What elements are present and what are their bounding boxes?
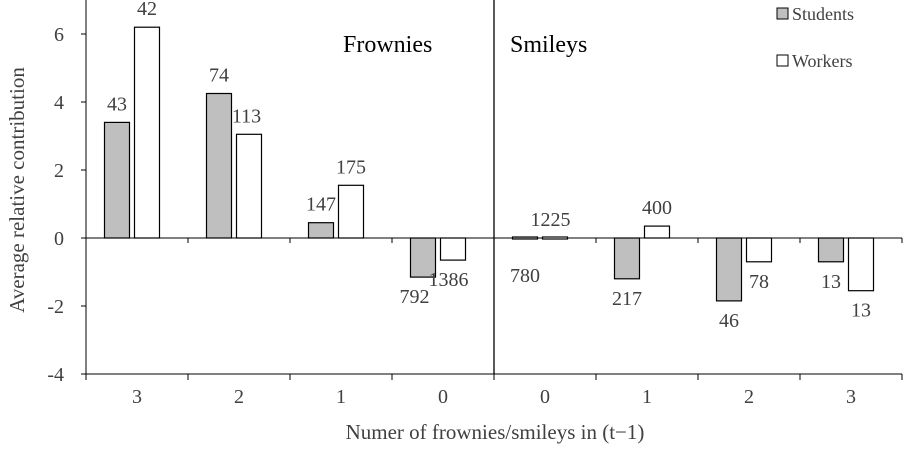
bar-workers bbox=[439, 237, 467, 261]
data-label-workers: 13 bbox=[851, 300, 871, 322]
data-label-workers: 113 bbox=[232, 105, 261, 127]
bar-students bbox=[613, 237, 641, 280]
bar-students bbox=[511, 236, 539, 240]
bar-workers bbox=[541, 236, 569, 240]
legend: Students Workers bbox=[776, 4, 854, 71]
x-tick-label: 2 bbox=[234, 386, 244, 408]
y-axis-title: Average relative contribution bbox=[5, 67, 29, 313]
panel-title-frownies: Frownies bbox=[343, 32, 432, 58]
bar-students bbox=[307, 222, 335, 239]
data-label-students: 147 bbox=[306, 194, 336, 216]
y-tick-label: 4 bbox=[54, 92, 64, 114]
data-label-students: 74 bbox=[209, 65, 229, 87]
x-tick-label: 0 bbox=[438, 386, 448, 408]
legend-swatch-workers bbox=[776, 54, 789, 67]
legend-swatch-students bbox=[776, 7, 789, 20]
bar-workers bbox=[235, 133, 263, 239]
bar-students bbox=[409, 237, 437, 278]
bar-workers bbox=[745, 237, 773, 263]
data-label-workers: 400 bbox=[642, 197, 672, 219]
data-label-students: 46 bbox=[719, 310, 739, 332]
data-label-workers: 175 bbox=[336, 156, 366, 178]
x-tick-label: 3 bbox=[846, 386, 856, 408]
data-label-students: 13 bbox=[821, 271, 841, 293]
bar-students bbox=[715, 237, 743, 302]
data-label-workers: 1386 bbox=[429, 269, 469, 291]
x-tick-label: 1 bbox=[642, 386, 652, 408]
y-tick-labels: -4 -2 0 2 4 6 bbox=[47, 24, 64, 386]
x-tick-label: 1 bbox=[336, 386, 346, 408]
x-tick-labels: 3 2 1 0 0 1 2 3 bbox=[132, 386, 856, 408]
x-tick-label: 0 bbox=[540, 386, 550, 408]
legend-label-students: Students bbox=[792, 4, 854, 24]
data-label-students: 780 bbox=[510, 265, 540, 287]
data-labels: 43 74 147 792 780 217 46 13 42 113 175 1386 1225 400 7… bbox=[107, 0, 871, 332]
bars bbox=[103, 26, 875, 302]
x-axis-title: Numer of frownies/smileys in (t−1) bbox=[346, 420, 645, 444]
data-label-students: 43 bbox=[107, 93, 127, 115]
panel-title-smileys: Smileys bbox=[510, 32, 587, 58]
bar-workers bbox=[133, 26, 161, 239]
bar-workers bbox=[643, 225, 671, 239]
data-label-workers: 78 bbox=[749, 271, 769, 293]
x-tick-label: 3 bbox=[132, 386, 142, 408]
y-tick-label: 2 bbox=[54, 160, 64, 182]
data-label-workers: 42 bbox=[137, 0, 157, 20]
y-tick-label: 6 bbox=[54, 24, 64, 46]
data-label-students: 792 bbox=[400, 286, 430, 308]
data-label-students: 217 bbox=[612, 288, 642, 310]
x-tick-label: 2 bbox=[744, 386, 754, 408]
bar-students bbox=[817, 237, 845, 263]
bar-workers bbox=[847, 237, 875, 292]
data-label-workers: 1225 bbox=[531, 209, 571, 231]
legend-label-workers: Workers bbox=[792, 51, 853, 71]
y-tick-label: -4 bbox=[47, 364, 64, 386]
bar-workers bbox=[337, 184, 365, 239]
y-tick-label: 0 bbox=[54, 228, 64, 250]
y-tick-label: -2 bbox=[47, 296, 64, 318]
bar-students bbox=[103, 121, 131, 239]
bar-students bbox=[205, 92, 233, 239]
